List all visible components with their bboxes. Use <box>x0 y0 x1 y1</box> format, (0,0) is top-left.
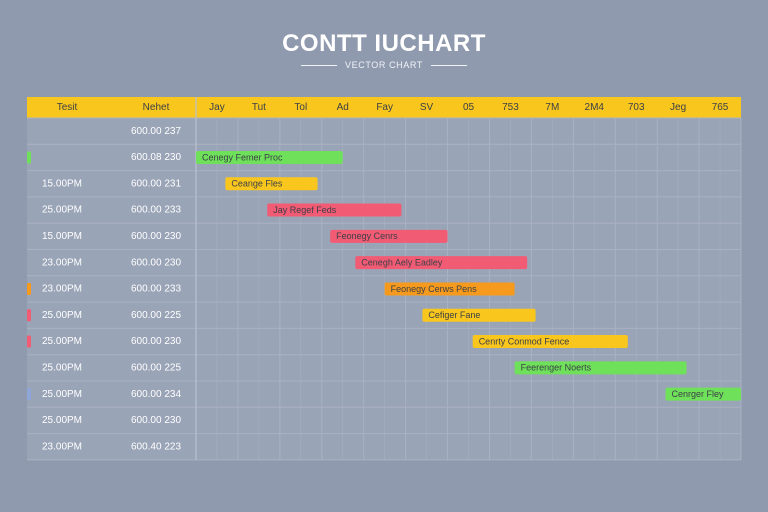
task-bar-label: Cenegh Aely Eadley <box>361 258 443 268</box>
row-code-label: 600.00 237 <box>131 126 181 137</box>
row-status-marker <box>27 282 31 295</box>
task-bar <box>665 387 741 401</box>
task-bar-label: Cenegy Femer Proc <box>202 152 283 162</box>
task-bar <box>225 177 318 191</box>
timeline-tick-label: 7M <box>545 102 559 113</box>
row-time-label: 15.00PM <box>42 178 82 189</box>
subtitle-rule-right <box>430 64 467 66</box>
timeline-tick-label: Jeg <box>670 102 686 113</box>
row-time-label: 25.00PM <box>42 310 82 321</box>
task-bar-label: Ceange Fles <box>231 179 283 189</box>
task-bar <box>267 203 402 217</box>
row-status-marker <box>27 309 31 322</box>
row-code-label: 600.00 230 <box>131 257 181 268</box>
row-code-label: 600.08 230 <box>131 152 181 163</box>
timeline-tick-label: Tut <box>252 102 266 113</box>
header-label-col1: Tesit <box>57 102 78 113</box>
row-code-label: 600.00 225 <box>131 362 181 373</box>
row-code-label: 600.00 225 <box>131 310 181 321</box>
timeline-tick-label: Tol <box>294 102 307 113</box>
timeline-tick-label: SV <box>420 102 434 113</box>
subtitle-row: VECTOR CHART <box>0 60 768 70</box>
timeline-tick-label: 2M4 <box>585 102 605 113</box>
task-bar <box>355 256 528 270</box>
task-bar <box>330 229 448 243</box>
row-code-label: 600.00 230 <box>131 336 181 347</box>
chart-title: CONTT IUCHART <box>282 30 486 57</box>
timeline-tick-label: Jay <box>209 102 225 113</box>
task-bar-label: Feerenger Noerts <box>521 363 592 373</box>
row-status-marker <box>27 388 31 401</box>
row-time-label: 25.00PM <box>42 205 82 216</box>
row-code-label: 600.00 230 <box>131 231 181 242</box>
row-time-label: 25.00PM <box>42 362 82 373</box>
task-bar-label: Feonegy Cenrs <box>336 231 398 241</box>
task-bar-label: Feonegy Cerws Pens <box>391 284 478 294</box>
chart-subtitle: VECTOR CHART <box>345 60 423 70</box>
task-bar-label: Jay Regef Feds <box>273 205 337 215</box>
row-time-label: 23.00PM <box>42 257 82 268</box>
row-time-label: 25.00PM <box>42 336 82 347</box>
row-time-label: 25.00PM <box>42 415 82 426</box>
row-time-label: 15.00PM <box>42 231 82 242</box>
timeline-tick-label: Fay <box>376 102 393 113</box>
header-bar <box>27 97 741 118</box>
timeline-tick-label: Ad <box>337 102 349 113</box>
row-code-label: 600.00 233 <box>131 284 181 295</box>
timeline-tick-label: 703 <box>628 102 645 113</box>
header-label-col2: Nehet <box>143 102 170 113</box>
row-code-label: 600.00 230 <box>131 415 181 426</box>
task-bar-label: Cenrger Fley <box>672 389 725 399</box>
row-status-marker <box>27 151 31 164</box>
chart-body <box>27 118 741 460</box>
task-bar <box>384 282 515 296</box>
row-code-label: 600.00 234 <box>131 389 181 400</box>
row-code-label: 600.00 233 <box>131 205 181 216</box>
row-time-label: 23.00PM <box>42 441 82 452</box>
row-time-label: 25.00PM <box>42 389 82 400</box>
subtitle-rule-left <box>301 64 338 66</box>
task-bar <box>196 150 343 164</box>
row-code-label: 600.00 231 <box>131 178 181 189</box>
task-bar-label: Cefiger Fane <box>428 310 480 320</box>
task-bar <box>422 308 536 322</box>
timeline-tick-label: 765 <box>712 102 729 113</box>
task-bar <box>514 361 687 375</box>
row-code-label: 600.40 223 <box>131 441 181 452</box>
task-bar <box>472 335 628 349</box>
row-time-label: 23.00PM <box>42 284 82 295</box>
timeline-tick-label: 753 <box>502 102 519 113</box>
task-bar-label: Cenrty Conmod Fence <box>479 336 570 346</box>
row-status-marker <box>27 335 31 348</box>
timeline-tick-label: 05 <box>463 102 475 113</box>
